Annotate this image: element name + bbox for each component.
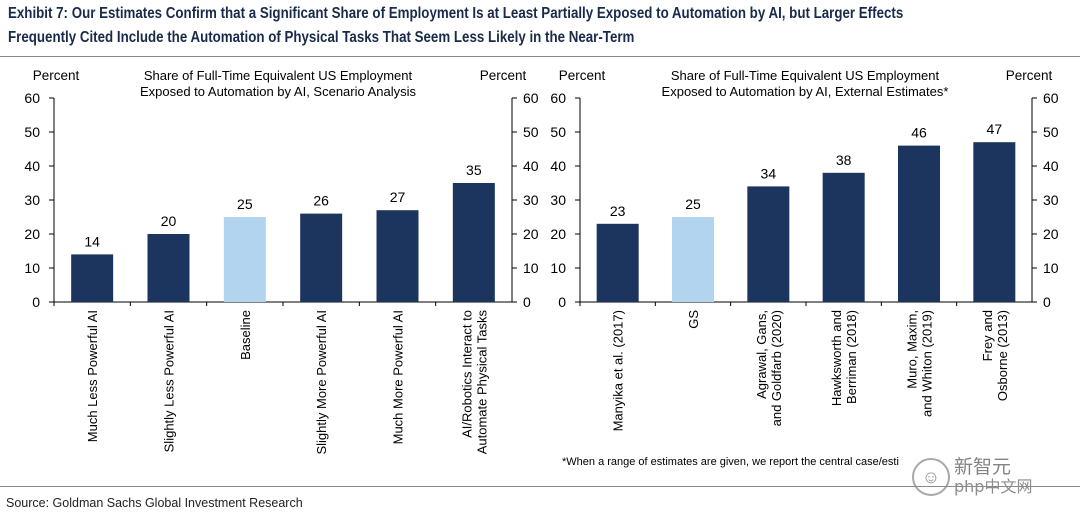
- chart1-ytick-right-label: 20: [523, 226, 539, 242]
- source-note: Source: Goldman Sachs Global Investment …: [6, 496, 303, 510]
- chart1-category-label: Automate Physical Tasks: [474, 310, 489, 455]
- chart1-ytick-left-label: 0: [32, 294, 40, 310]
- chart2-ytick-left-label: 40: [550, 158, 566, 174]
- chart2-bar: [898, 145, 940, 302]
- chart2-category-label: Agrawal, Gans,: [754, 310, 769, 399]
- chart2-ytick-left-label: 50: [550, 124, 566, 140]
- chart1-category-label: Much More Powerful AI: [391, 310, 406, 444]
- chart2-ytick-right-label: 40: [1043, 158, 1059, 174]
- chart2-data-label: 38: [836, 152, 852, 168]
- exhibit-title: Exhibit 7: Our Estimates Confirm that a …: [8, 2, 921, 50]
- chart1-ytick-right-label: 10: [523, 260, 539, 276]
- chart2-ytick-right-label: 60: [1043, 90, 1059, 106]
- chart1-ytick-left-label: 50: [24, 124, 40, 140]
- chart2-category-label: Frey and: [980, 310, 995, 361]
- chart1-category-label: AI/Robotics Interact to: [459, 310, 474, 438]
- chart2-ytick-right-label: 10: [1043, 260, 1059, 276]
- chart2-bar: [747, 186, 790, 302]
- chart2-bar: [672, 217, 714, 302]
- chart1-ytick-right-label: 0: [523, 294, 531, 310]
- charts-container: Share of Full-Time Equivalent US Employm…: [24, 68, 1059, 455]
- chart1-bar: [300, 213, 343, 302]
- chart2-category-label: and Goldfarb (2020): [769, 310, 784, 426]
- chart1-category-label: Baseline: [238, 310, 253, 360]
- chart2-data-label: 34: [761, 165, 777, 181]
- chart2-data-label: 46: [911, 125, 927, 141]
- chart2-category-label: Osborne (2013): [995, 310, 1010, 401]
- chart2-data-label: 25: [685, 196, 701, 212]
- chart2-ytick-left-label: 30: [550, 192, 566, 208]
- source-divider: [0, 486, 1080, 487]
- chart1-ytick-left-label: 10: [24, 260, 40, 276]
- chart2-bar: [596, 223, 639, 302]
- chart2-ytick-right-label: 50: [1043, 124, 1059, 140]
- chart1-ytick-right-label: 60: [523, 90, 539, 106]
- chart2-category-label: Berriman (2018): [844, 310, 859, 404]
- chart1-ytick-left-label: 60: [24, 90, 40, 106]
- chart2-ytick-left-label: 0: [558, 294, 566, 310]
- watermark: ☺ 新智元 php中文网: [912, 452, 1074, 502]
- chart1-ytick-left-label: 20: [24, 226, 40, 242]
- exhibit-title-line1: Exhibit 7: Our Estimates Confirm that a …: [8, 5, 904, 22]
- chart1-data-label: 27: [390, 189, 406, 205]
- chart2-ytick-left-label: 20: [550, 226, 566, 242]
- chart1-ytick-left-label: 40: [24, 158, 40, 174]
- chart2-ytick-left-label: 10: [550, 260, 566, 276]
- chart1-bar: [452, 183, 495, 302]
- chart2-ytick-right-label: 30: [1043, 192, 1059, 208]
- watermark-line2: php中文网: [954, 477, 1033, 496]
- chart1-ytick-right-label: 30: [523, 192, 539, 208]
- chart2-data-label: 47: [987, 121, 1003, 137]
- chart2-bar: [973, 142, 1016, 302]
- chart1-category-label: Much Less Powerful AI: [85, 310, 100, 442]
- chart2-category-label: Muro, Maxim,: [905, 310, 920, 389]
- chart2-ytick-left-label: 60: [550, 90, 566, 106]
- chart1-title-line2: Exposed to Automation by AI, Scenario An…: [140, 84, 417, 99]
- chart1-category-label: Slightly Less Powerful AI: [162, 310, 177, 452]
- chart1-bar: [147, 234, 190, 302]
- chart2-data-label: 23: [610, 203, 626, 219]
- watermark-line1: 新智元: [954, 456, 1012, 478]
- chart2-bar: [822, 172, 865, 302]
- chart2-ytick-right-label: 0: [1043, 294, 1051, 310]
- chart1-ytick-left-label: 30: [24, 192, 40, 208]
- watermark-text: 新智元 php中文网: [954, 457, 1032, 497]
- title-divider: [0, 56, 1080, 57]
- chart2-category-label: Hawksworth and: [829, 310, 844, 406]
- footnote: *When a range of estimates are given, we…: [562, 456, 899, 468]
- chart2-category-label: Manyika et al. (2017): [611, 310, 626, 431]
- chart1-data-label: 25: [237, 196, 253, 212]
- chart1-ylabel-right: Percent: [480, 68, 527, 83]
- exhibit-title-line2: Frequently Cited Include the Automation …: [8, 29, 635, 46]
- chart2-title-line1: Share of Full-Time Equivalent US Employm…: [671, 68, 940, 83]
- chart1-bar: [223, 217, 266, 302]
- chart2-title-line2: Exposed to Automation by AI, External Es…: [662, 84, 949, 99]
- chart1-data-label: 26: [313, 193, 329, 209]
- chart1-ylabel-left: Percent: [33, 68, 80, 83]
- chart1-data-label: 14: [84, 233, 100, 249]
- chart1-bar: [376, 210, 419, 302]
- chart1-bar: [71, 254, 114, 302]
- chart2-ylabel-right: Percent: [1006, 68, 1053, 83]
- chart2-ytick-right-label: 20: [1043, 226, 1059, 242]
- chart1-title-line1: Share of Full-Time Equivalent US Employm…: [144, 68, 413, 83]
- wechat-logo-icon: ☺: [912, 458, 950, 496]
- chart2-ylabel-left: Percent: [559, 68, 606, 83]
- chart1-data-label: 35: [466, 162, 482, 178]
- chart1-category-label: Slightly More Powerful AI: [314, 310, 329, 455]
- chart1-data-label: 20: [161, 213, 177, 229]
- chart1-ytick-right-label: 40: [523, 158, 539, 174]
- chart2-category-label: and Whiton (2019): [920, 310, 935, 417]
- chart1-ytick-right-label: 50: [523, 124, 539, 140]
- chart2-category-label: GS: [686, 310, 701, 329]
